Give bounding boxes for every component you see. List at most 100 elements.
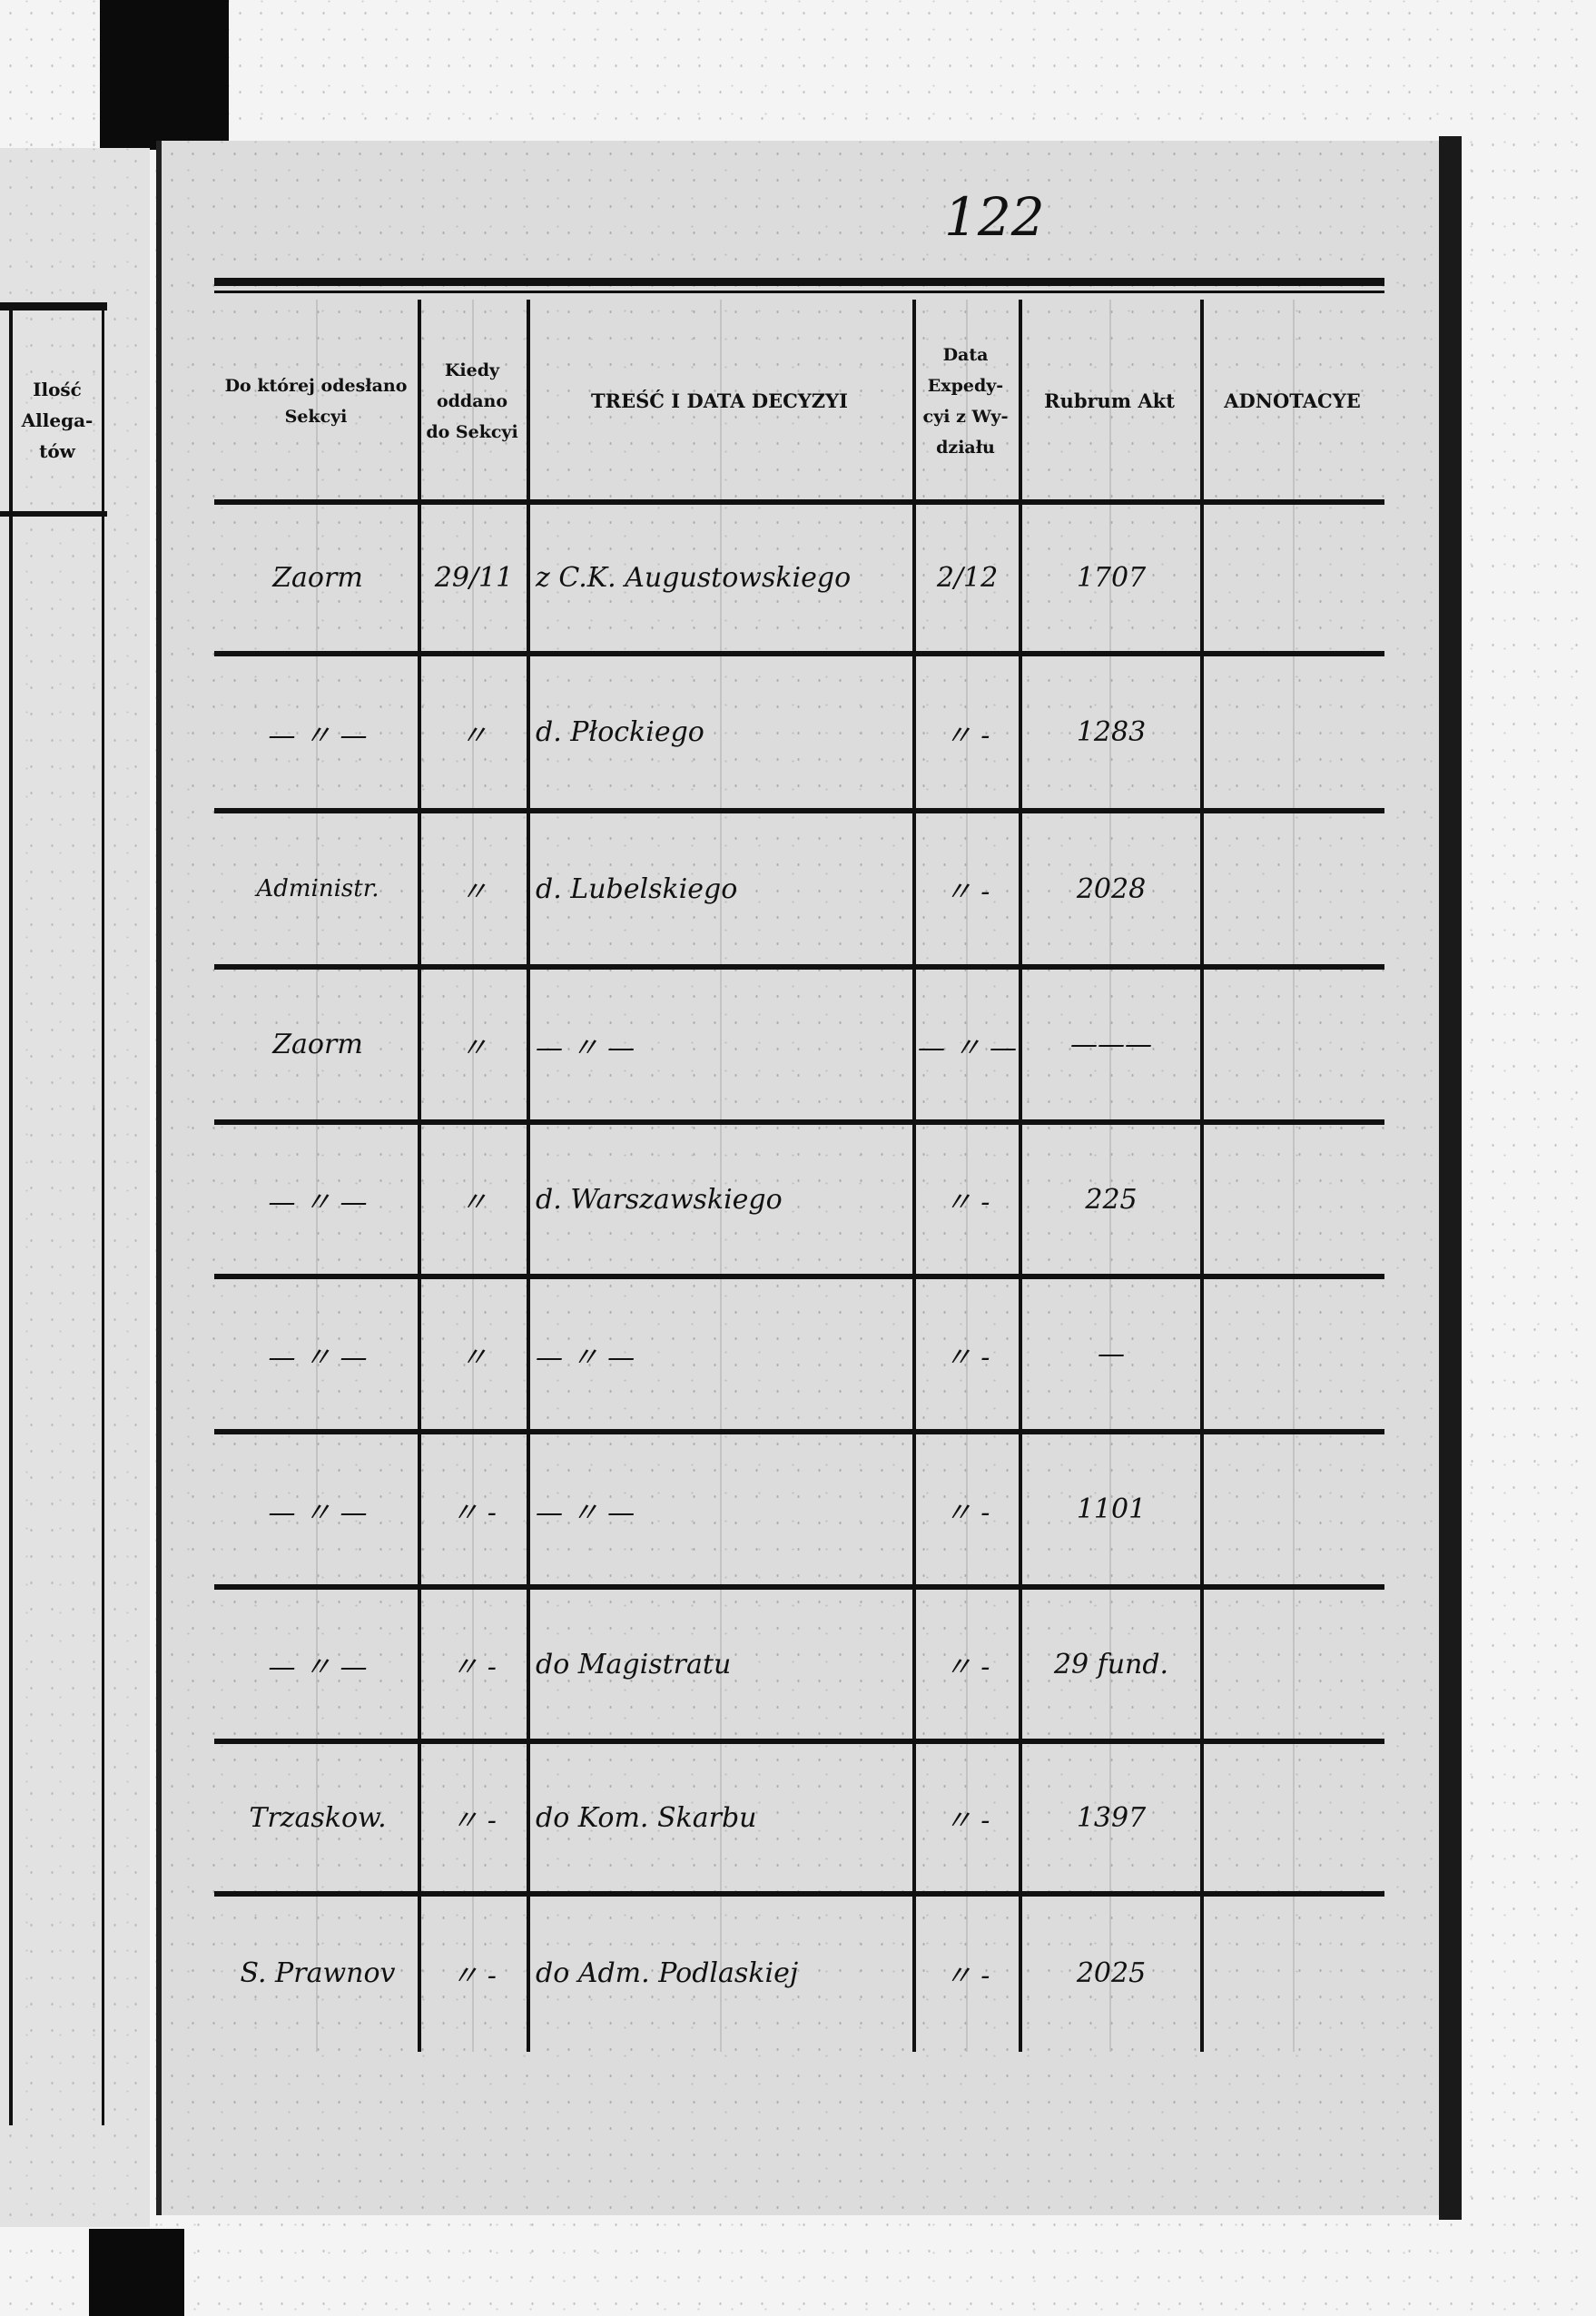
row-divider [214, 808, 1384, 813]
cell-rubrum: 29 fund. [1053, 1648, 1169, 1680]
cell-date-sent: 〃 - [451, 1651, 497, 1683]
cell-section: Zaorm [272, 1029, 363, 1060]
cell-date-sent: 〃 [460, 1187, 488, 1218]
header-date-sent: Kiedy oddano do Sekcyi [426, 360, 518, 442]
cell-section: — 〃 — [268, 1341, 368, 1374]
cell-date-sent: 〃 [460, 876, 488, 908]
cell-date-sent: 〃 - [451, 1960, 497, 1992]
binding-shadow-bottom [89, 2229, 184, 2316]
row-divider [214, 651, 1384, 656]
left-page-fragment: Ilość Allega-tów [0, 148, 150, 2227]
cell-decision: z C.K. Augustowskiego [536, 562, 852, 594]
faint-ruling [316, 300, 318, 2052]
cell-annotation [1209, 1741, 1379, 1894]
cell-decision: d. Warszawskiego [536, 1183, 783, 1216]
cell-rubrum: 2028 [1076, 872, 1147, 905]
table-row: S. Prawnov 〃 - do Adm. Podlaskiej 〃 - 2025 [214, 1894, 1384, 2052]
cell-expedition-date: 2/12 [936, 562, 999, 594]
table-row: Zaorm 〃 — 〃 — — 〃 — ——— [214, 967, 1384, 1122]
cell-expedition-date: 〃 - [944, 1960, 990, 1992]
cell-expedition-date: 〃 - [944, 1496, 990, 1529]
cell-annotation [1209, 811, 1379, 967]
cell-section: — 〃 — [268, 719, 368, 752]
cell-rubrum: 1397 [1076, 1801, 1147, 1834]
cell-decision: — 〃 — [536, 1031, 635, 1064]
column-divider [1200, 300, 1204, 2052]
cell-date-sent: 〃 - [451, 1805, 497, 1837]
cell-section: — 〃 — [268, 1187, 368, 1218]
table-top-rule [214, 278, 1384, 286]
header-expedition-date: Data Expedy-cyi z Wy-działu [922, 344, 1009, 458]
row-divider [214, 1891, 1384, 1897]
cell-section: Administr. [256, 875, 379, 902]
cell-rubrum: ——— [1070, 1029, 1152, 1060]
column-divider [418, 300, 421, 2052]
table-row: — 〃 — 〃 — 〃 — 〃 - — [214, 1276, 1384, 1432]
cell-decision: do Adm. Podlaskiej [536, 1956, 799, 1989]
cell-expedition-date: 〃 - [944, 1805, 990, 1837]
cell-rubrum: — [1098, 1338, 1125, 1370]
header-decision: TREŚĆ I DATA DECYZYI [591, 389, 848, 412]
column-divider [912, 300, 916, 2052]
cell-decision: — 〃 — [536, 1341, 635, 1374]
cell-rubrum: 225 [1085, 1183, 1138, 1216]
cell-section: — 〃 — [268, 1496, 368, 1529]
cell-annotation [1209, 1276, 1379, 1432]
faint-ruling [1109, 300, 1111, 2052]
column-divider [527, 300, 530, 2052]
cell-expedition-date: 〃 - [944, 1187, 990, 1218]
table-row: Zaorm 29/11 z C.K. Augustowskiego 2/12 1707 [214, 502, 1384, 654]
cell-annotation [1209, 1587, 1379, 1741]
row-divider [214, 964, 1384, 970]
page-number: 122 [944, 186, 1045, 248]
column-divider [1019, 300, 1022, 2052]
cell-rubrum: 1101 [1076, 1493, 1147, 1525]
cell-expedition-date: 〃 - [944, 719, 990, 752]
page-edge [1439, 136, 1462, 2220]
header-section: Do której odesłano Sekcyi [224, 375, 408, 427]
cell-decision: do Magistratu [536, 1648, 732, 1680]
row-divider [214, 1739, 1384, 1744]
cell-expedition-date: 〃 - [944, 1341, 990, 1374]
cell-section: Trzaskow. [249, 1801, 387, 1834]
cell-expedition-date: 〃 - [944, 1651, 990, 1683]
cell-date-sent: 〃 [460, 1341, 488, 1374]
cell-rubrum: 2025 [1076, 1956, 1147, 1989]
cell-rubrum: 1707 [1076, 562, 1147, 594]
cell-expedition-date: 〃 - [944, 876, 990, 908]
cell-annotation [1209, 967, 1379, 1122]
row-divider [214, 1584, 1384, 1590]
table-row: — 〃 — 〃 d. Płockiego 〃 - 1283 [214, 654, 1384, 811]
cell-rubrum: 1283 [1076, 716, 1147, 748]
cell-date-sent: 〃 [460, 719, 488, 752]
row-divider [214, 1429, 1384, 1434]
left-header-ilosc-allegatow: Ilość Allega-tów [21, 379, 94, 462]
cell-decision: do Kom. Skarbu [536, 1801, 757, 1834]
table-row: Trzaskow. 〃 - do Kom. Skarbu 〃 - 1397 [214, 1741, 1384, 1894]
cell-date-sent: 〃 - [451, 1496, 497, 1529]
row-divider [214, 1119, 1384, 1125]
cell-annotation [1209, 1894, 1379, 2052]
table-top-rule-thin [214, 291, 1384, 293]
register-page [156, 141, 1444, 2215]
cell-date-sent: 〃 [460, 1031, 488, 1064]
cell-annotation [1209, 1432, 1379, 1587]
faint-ruling [965, 300, 968, 2052]
header-annotation: ADNOTACYE [1224, 389, 1361, 412]
cell-annotation [1209, 1122, 1379, 1276]
row-divider [214, 1274, 1384, 1279]
table-row: — 〃 — 〃 d. Warszawskiego 〃 - 225 [214, 1122, 1384, 1276]
row-divider [214, 499, 1384, 505]
cell-expedition-date: — 〃 — [917, 1031, 1018, 1064]
table-row: — 〃 — 〃 - do Magistratu 〃 - 29 fund. [214, 1587, 1384, 1741]
table-row: Administr. 〃 d. Lubelskiego 〃 - 2028 [214, 811, 1384, 967]
cell-annotation [1209, 654, 1379, 811]
header-rubrum: Rubrum Akt [1044, 389, 1175, 412]
cell-annotation [1209, 502, 1379, 654]
cell-decision: — 〃 — [536, 1496, 635, 1529]
binding-shadow-top [100, 0, 229, 150]
cell-date-sent: 29/11 [434, 562, 514, 594]
cell-section: Zaorm [272, 562, 363, 594]
table-row: — 〃 — 〃 - — 〃 — 〃 - 1101 [214, 1432, 1384, 1587]
cell-decision: d. Płockiego [536, 716, 704, 748]
